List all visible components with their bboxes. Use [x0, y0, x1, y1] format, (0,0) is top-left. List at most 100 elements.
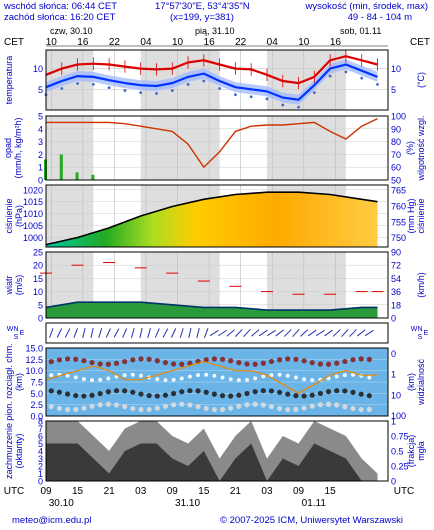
cloud-layer-dot — [81, 377, 86, 382]
dewpoint-dot — [155, 92, 158, 95]
cloud-layer-dot — [342, 373, 347, 378]
dewpoint-dot — [218, 87, 222, 90]
cloud-layer-dot — [179, 376, 184, 381]
visibility-axis-unit: (km) — [406, 373, 416, 391]
footer-email[interactable]: meteo@icm.edu.pl — [12, 515, 92, 526]
cloud-layer-dot — [219, 356, 226, 362]
cloud-layer-dot — [219, 406, 226, 413]
top-timezone-label-right: CET — [410, 37, 430, 48]
cloud-layer-dot — [366, 356, 372, 362]
wind-direction-arrow — [82, 328, 86, 338]
dewpoint-dot — [91, 82, 95, 86]
cloud-layer-dot — [309, 360, 315, 366]
cloud-layer-dot — [48, 359, 54, 365]
cloud-layer-dot — [220, 375, 225, 380]
top-hour-tick: 04 — [140, 37, 152, 48]
cloud-layer-dot — [170, 402, 177, 408]
wind-direction-arrow — [251, 329, 260, 337]
bottom-hour-tick: 03 — [261, 486, 273, 497]
precip-bar — [91, 174, 95, 180]
pressure-mmhg-tick: 755 — [391, 217, 406, 227]
wind-direction-arrow — [243, 328, 251, 338]
wind-kmh-tick: 0 — [391, 314, 396, 324]
cloud-layer-dot — [138, 406, 144, 413]
cloud-layer-dot — [358, 406, 364, 413]
elevation-values: 49 - 84 - 104 m — [347, 12, 412, 23]
cloud-layer-dot — [48, 388, 54, 394]
cloud-cover-panel-frame — [45, 420, 389, 482]
dewpoint-dot — [360, 76, 364, 80]
wind-kmh-tick: 18 — [391, 300, 401, 310]
wind-direction-arrow — [73, 328, 78, 338]
sunset-text: zachód słońca: 16:20 CET — [4, 12, 116, 23]
wind-direction-arrow — [203, 328, 209, 338]
wind-direction-arrow — [105, 328, 111, 338]
wind-direction-arrow — [64, 328, 71, 338]
cloud-layer-dot — [170, 390, 177, 397]
cloud-layer-dot — [204, 372, 209, 377]
cloud-layer-dot — [113, 402, 120, 408]
wind-direction-arrow — [266, 329, 276, 337]
elevation-label: wysokość (min, środek, max) — [305, 1, 428, 12]
wind-direction-arrow — [300, 329, 309, 337]
cloud-layer-dot — [195, 388, 201, 394]
temperature-y2-tick: 5 — [391, 85, 396, 95]
wind-direction-arrow — [56, 328, 63, 338]
cloud-layer-dot — [325, 361, 332, 367]
cloud-cover-y-tick: 2 — [38, 462, 43, 472]
dewpoint-dot — [376, 82, 379, 86]
cloud-vertical-y-tick: 7.5 — [30, 378, 43, 388]
wind-direction-arrow — [349, 329, 357, 337]
humidity-y-tick: 70 — [391, 150, 401, 160]
wind-dir-label-n: N — [13, 326, 18, 333]
dewpoint-dot — [202, 79, 206, 83]
bottom-hour-tick: 03 — [135, 486, 147, 497]
bottom-hour-tick: 09 — [167, 486, 179, 497]
wind-y-tick: 0 — [38, 314, 43, 324]
wind-direction-arrow — [332, 329, 341, 337]
top-hour-tick: 10 — [46, 37, 58, 48]
cloud-layer-dot — [73, 356, 79, 362]
wind-direction-arrow — [209, 329, 219, 337]
temperature-line-temp — [45, 63, 378, 101]
cloud-cover-y-tick: 7 — [38, 424, 43, 434]
dewpoint-dot — [234, 93, 237, 97]
dewpoint-dot — [344, 70, 348, 74]
wind-dir-label-w-right: W — [411, 326, 418, 333]
cloud-layer-dot — [351, 372, 356, 377]
cloud-layer-dot — [179, 389, 185, 395]
cloud-layer-dot — [285, 373, 290, 378]
pressure-mmhg-tick: 760 — [391, 201, 406, 211]
cloud-layer-dot — [203, 405, 209, 412]
wind-dir-label-w: W — [7, 326, 14, 333]
wind-area — [46, 302, 378, 318]
bottom-hour-tick: 15 — [198, 486, 210, 497]
cloud-layer-dot — [317, 390, 323, 397]
cloud-layer-dot — [163, 378, 168, 383]
cloud-layer-dot — [293, 356, 299, 362]
cloud-layer-dot — [203, 357, 209, 363]
dewpoint-dot — [170, 89, 174, 92]
cloud-layer-dot — [334, 402, 340, 408]
wind-direction-arrow — [324, 329, 333, 337]
cloud-layer-dot — [260, 388, 266, 394]
cloud-layer-dot — [122, 388, 128, 394]
cloud-layer-dot — [81, 358, 87, 364]
cloud-layer-dot — [146, 392, 152, 399]
precip-y-tick: 3 — [38, 137, 43, 147]
precip-panel-night-band — [266, 116, 346, 180]
pressure-y-tick: 1010 — [23, 209, 43, 219]
top-hour-tick: 04 — [267, 37, 279, 48]
cloud-layer-dot — [81, 393, 87, 399]
cloud-layer-dot — [342, 388, 348, 394]
cloud-layer-dot — [81, 405, 87, 411]
cloud-layer-dot — [211, 391, 217, 397]
cloud-vertical-axis-label: pion. rozciągł. chm. — [4, 343, 14, 421]
wind-kmh-tick: 54 — [391, 274, 401, 284]
wind-kmh-tick: 36 — [391, 287, 401, 297]
cloud-layer-dot — [154, 358, 160, 364]
cloud-layer-dot — [64, 391, 71, 397]
dewpoint-dot — [281, 103, 285, 107]
cloud-layer-dot — [48, 403, 54, 410]
dewpoint-dot — [76, 82, 79, 85]
